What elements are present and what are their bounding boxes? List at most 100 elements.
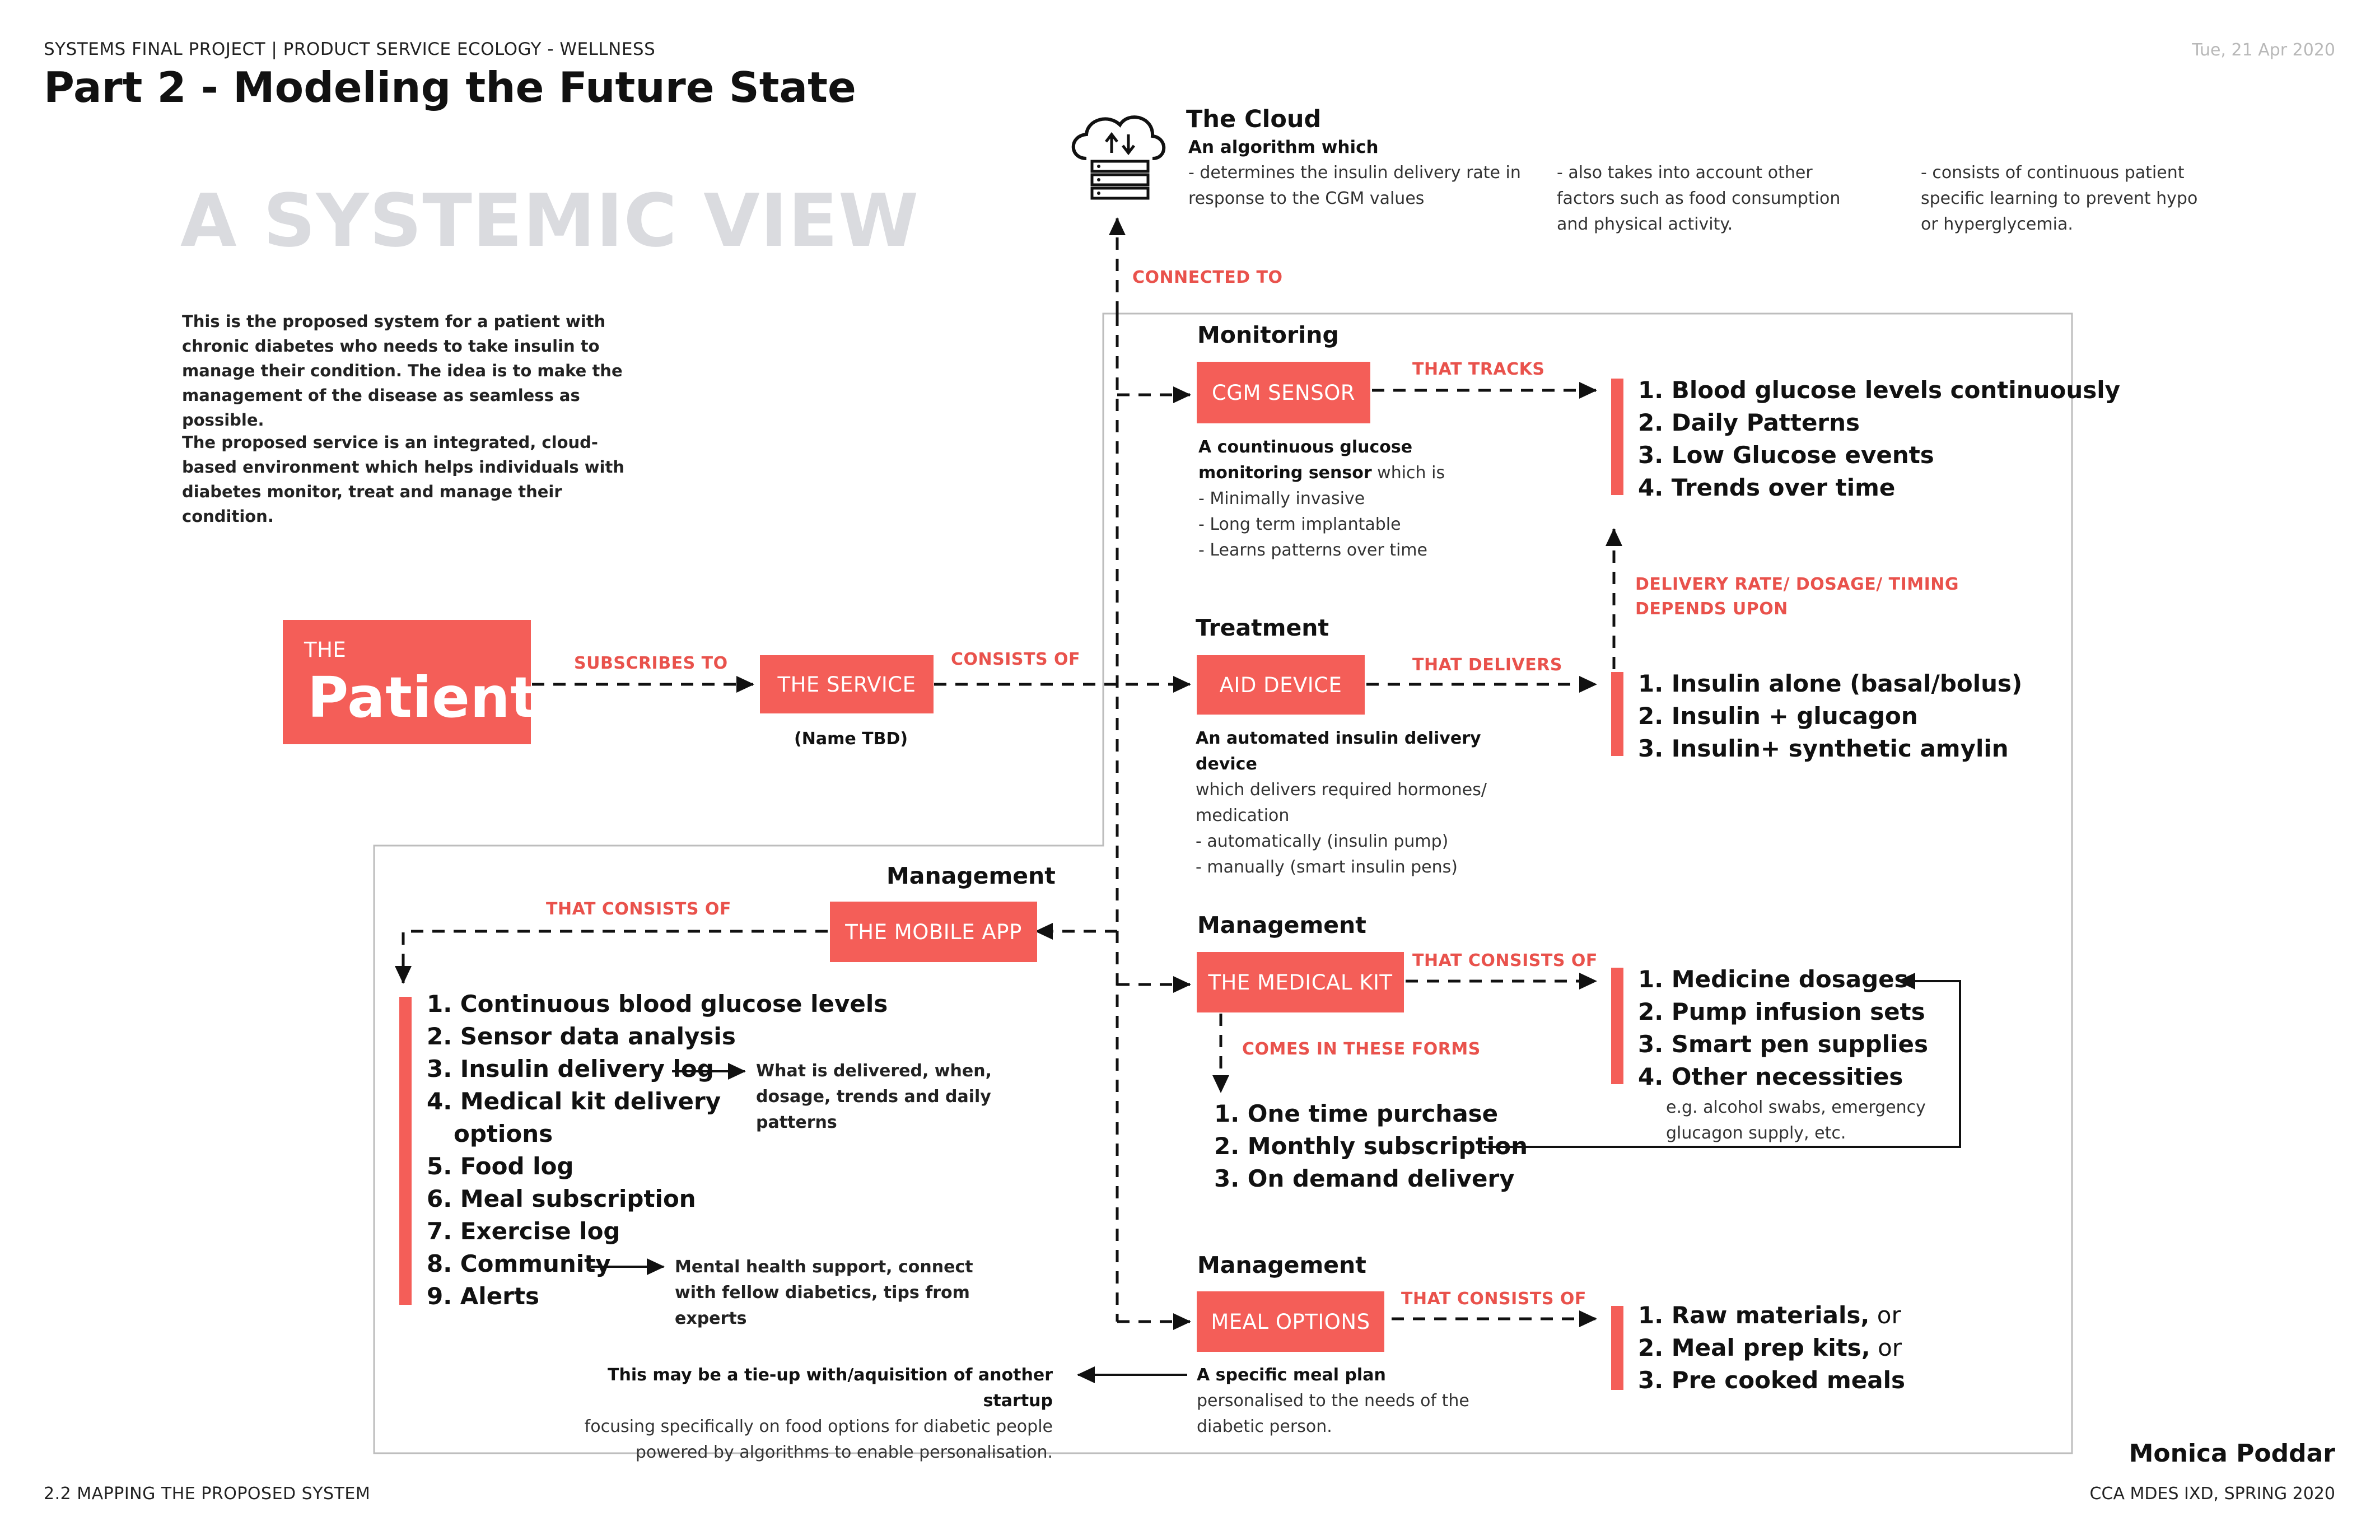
connector-consists: CONSISTS OF [951,650,1081,669]
meal-item-plain: or [1870,1334,1902,1361]
connector-app-consists: THAT CONSISTS OF [546,899,731,919]
service-box: THE SERVICE [760,655,934,713]
list-item: 2. Meal prep kits, or [1638,1332,1905,1364]
cgm-bullet: - Learns patterns over time [1198,540,1427,560]
service-note: (Name TBD) [794,729,908,749]
meal-list: 1. Raw materials, or 2. Meal prep kits, … [1638,1299,1905,1397]
delivery-rate-line2: DEPENDS UPON [1635,599,1788,619]
systemic-view-watermark: A SYSTEMIC VIEW [180,178,920,263]
connector-meal-consists: THAT CONSISTS OF [1401,1289,1586,1309]
intro-paragraph-2: The proposed service is an integrated, c… [182,433,624,526]
list-item: 4. Medical kit delivery [427,1088,721,1115]
list-item: 3. Insulin+ synthetic amylin [1638,735,2009,762]
cloud-note-3: - consists of continuous patient specifi… [1921,163,2198,234]
list-item: 3. Low Glucose events [1638,441,1934,469]
medkit-list-bar [1611,968,1623,1084]
cloud-server-icon [1064,105,1170,206]
list-item: 1. Raw materials, or [1638,1299,1905,1332]
cloud-note-2: - also takes into account other factors … [1557,163,1841,234]
medkit-list: 1. Medicine dosages 2. Pump infusion set… [1638,963,1928,1093]
connector-forms: COMES IN THESE FORMS [1242,1039,1481,1059]
list-item: 3. Pre cooked meals [1638,1364,1905,1397]
patient-box: THE Patient [283,620,537,744]
insulin-log-note: What is delivered, when, dosage, trends … [756,1061,992,1132]
cgm-bullet: - Long term implantable [1198,515,1401,534]
aid-desc-rest: which delivers required hormones/ medica… [1196,780,1487,825]
meal-item-bold: 3. Pre cooked meals [1638,1366,1905,1394]
tieup-rest: focusing specifically on food options fo… [584,1417,1053,1462]
section-treatment: Treatment [1196,614,1329,641]
list-item: 1. Medicine dosages [1638,965,1908,993]
connector-connected-to: CONNECTED TO [1132,268,1283,287]
monitoring-list-bar [1611,379,1623,495]
meal-description: A specific meal plan personalised to the… [1197,1362,1488,1440]
footer-section: 2.2 MAPPING THE PROPOSED SYSTEM [44,1484,371,1504]
list-item: 9. Alerts [427,1282,539,1310]
list-item: 5. Food log [427,1152,574,1180]
connector-delivery-rate: DELIVERY RATE/ DOSAGE/ TIMING DEPENDS UP… [1635,572,1959,622]
aid-device-box: AID DEVICE [1197,655,1365,715]
medkit-forms-list: 1. One time purchase 2. Monthly subscrip… [1214,1098,1528,1195]
app-list: 1. Continuous blood glucose levels 2. Se… [427,988,888,1313]
list-item: options [454,1120,553,1147]
medkit-note: e.g. alcohol swabs, emergency glucagon s… [1666,1098,1926,1143]
meal-item-plain: or [1869,1301,1901,1329]
section-meal: Management [1197,1252,1366,1278]
list-item: 2. Sensor data analysis [427,1023,736,1050]
list-item: 2. Daily Patterns [1638,409,1860,436]
cgm-bullet: - Minimally invasive [1198,489,1365,508]
list-item: 1. Insulin alone (basal/bolus) [1638,670,2023,697]
meal-list-bar [1611,1306,1623,1390]
tieup-bold: This may be a tie-up with/aquisition of … [608,1365,1053,1411]
connector-kit-consists: THAT CONSISTS OF [1412,951,1598,970]
community-note: Mental health support, connect with fell… [675,1257,973,1328]
patient-main: Patient [307,665,538,730]
list-item: 2. Pump infusion sets [1638,998,1925,1025]
project-label: SYSTEMS FINAL PROJECT | PRODUCT SERVICE … [44,39,656,59]
list-item: 1. Blood glucose levels continuously [1638,376,2121,404]
list-item: 4. Trends over time [1638,474,1896,501]
meal-options-box: MEAL OPTIONS [1197,1291,1384,1352]
list-item: 4. Other necessities [1638,1063,1903,1090]
cgm-desc-bold: A countinuous glucose monitoring sensor [1198,437,1413,483]
list-item: 1. One time purchase [1214,1100,1499,1127]
program-label: CCA MDES IXD, SPRING 2020 [2089,1484,2335,1504]
list-item: 1. Continuous blood glucose levels [427,990,888,1018]
page-title: Part 2 - Modeling the Future State [44,63,856,112]
treatment-list: 1. Insulin alone (basal/bolus) 2. Insuli… [1638,668,2022,765]
list-item: 3. Smart pen supplies [1638,1030,1928,1058]
mobile-app-box: THE MOBILE APP [830,902,1037,962]
intro-paragraph-1: This is the proposed system for a patien… [182,312,623,430]
arrow-subscription-loop [1484,973,1961,1148]
app-list-bar [399,997,412,1305]
cgm-description: A countinuous glucose monitoring sensor … [1198,435,1512,563]
list-item: 6. Meal subscription [427,1185,696,1212]
meal-desc-bold: A specific meal plan [1197,1365,1386,1385]
section-monitoring: Monitoring [1197,321,1339,348]
cgm-desc-rest: which is [1371,463,1445,483]
list-item: 2. Insulin + glucagon [1638,702,1918,730]
aid-bullet: - automatically (insulin pump) [1196,832,1449,851]
connector-subscribes: SUBSCRIBES TO [574,654,728,673]
meal-item-bold: 1. Raw materials, [1638,1301,1870,1329]
date-label: Tue, 21 Apr 2020 [2192,40,2335,60]
patient-pre: THE [304,638,347,662]
delivery-rate-line1: DELIVERY RATE/ DOSAGE/ TIMING [1635,575,1959,594]
meal-tieup-note: This may be a tie-up with/aquisition of … [577,1362,1053,1466]
connector-delivers: THAT DELIVERS [1412,655,1562,675]
list-item: 7. Exercise log [427,1217,620,1245]
cloud-subtitle: An algorithm which [1188,137,1379,157]
list-item: 3. Insulin delivery log [427,1055,714,1082]
monitoring-list: 1. Blood glucose levels continuously 2. … [1638,374,2120,504]
author-name: Monica Poddar [2129,1439,2335,1468]
arrow-app-list [395,930,828,984]
section-medkit: Management [1197,912,1366,939]
aid-bullet: - manually (smart insulin pens) [1196,857,1458,877]
aid-description: An automated insulin delivery device whi… [1196,726,1509,880]
aid-desc-bold: An automated insulin delivery device [1196,729,1481,774]
cloud-note-1: - determines the insulin delivery rate i… [1188,163,1521,208]
list-item: 3. On demand delivery [1214,1165,1515,1192]
connector-tracks: THAT TRACKS [1412,360,1545,379]
meal-desc-rest: personalised to the needs of the diabeti… [1197,1391,1469,1436]
